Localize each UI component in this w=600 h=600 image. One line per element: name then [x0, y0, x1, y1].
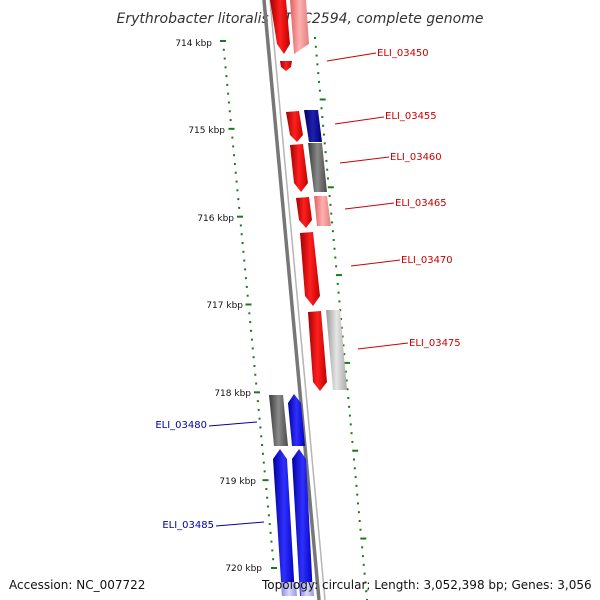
tick-label-720: 720 kbp — [225, 564, 262, 574]
gene-arrow-eli-03455[interactable] — [286, 111, 303, 142]
genome-info-text: Topology: circular; Length: 3,052,398 bp… — [262, 578, 592, 592]
tick-label-714: 714 kbp — [175, 39, 212, 49]
kbp-tick-labels: 714 kbp 715 kbp 716 kbp 717 kbp 718 kbp … — [175, 39, 262, 574]
leader-line-eli-03460 — [339, 156, 390, 164]
leader-line-eli-03480 — [208, 421, 258, 427]
gene-features — [269, 0, 347, 596]
tick-label-718: 718 kbp — [214, 389, 251, 399]
tick-label-719: 719 kbp — [219, 477, 256, 487]
gene-fade-eli-03485 — [281, 582, 297, 596]
leader-line-eli-03470 — [350, 259, 401, 267]
gene-label-eli-03450[interactable]: ELI_03450 — [377, 48, 429, 59]
gene-label-eli-03475[interactable]: ELI_03475 — [409, 338, 461, 349]
gene-fragment-red — [280, 61, 292, 71]
tick-label-716: 716 kbp — [197, 214, 234, 224]
tick-label-715: 715 kbp — [188, 126, 225, 136]
gene-fade-eli-03485-second — [300, 582, 314, 596]
gene-label-eli-03460[interactable]: ELI_03460 — [390, 152, 442, 163]
leader-line-eli-03465 — [344, 202, 395, 210]
gene-block-eli-03480-gray — [269, 395, 288, 446]
accession-text: Accession: NC_007722 — [9, 578, 146, 592]
gene-arrow-eli-03480[interactable] — [288, 394, 305, 446]
gene-block-eli-03475-gray — [326, 310, 347, 390]
gene-block-eli-03455-navy — [304, 110, 322, 142]
gene-label-eli-03485[interactable]: ELI_03485 — [162, 520, 214, 531]
gene-arrow-eli-03460[interactable] — [290, 144, 308, 192]
leader-line-eli-03475 — [357, 342, 409, 350]
gene-arrow-eli-03465[interactable] — [296, 197, 312, 228]
gene-arrow-eli-03485-second — [292, 449, 313, 596]
gene-block-eli-03450-pink — [290, 0, 309, 54]
kbp-ruler — [220, 37, 368, 600]
leader-line-eli-03450 — [326, 52, 377, 62]
genome-backbone — [262, 0, 326, 600]
gene-arrow-eli-03470[interactable] — [300, 232, 320, 306]
gene-label-eli-03480[interactable]: ELI_03480 — [155, 420, 207, 431]
gene-label-eli-03470[interactable]: ELI_03470 — [401, 255, 453, 266]
gene-block-eli-03460-gray — [308, 143, 327, 192]
gene-labels: ELI_03450 ELI_03455 ELI_03460 ELI_03465 … — [155, 48, 460, 531]
leader-line-eli-03485 — [215, 521, 265, 527]
gene-arrow-eli-03450[interactable] — [270, 0, 290, 54]
tick-label-717: 717 kbp — [206, 301, 243, 311]
gene-label-eli-03465[interactable]: ELI_03465 — [395, 198, 447, 209]
leader-line-eli-03455 — [334, 116, 385, 125]
gene-label-eli-03455[interactable]: ELI_03455 — [385, 111, 437, 122]
gene-arrow-eli-03475[interactable] — [308, 311, 327, 391]
gene-arrow-eli-03485[interactable] — [273, 449, 295, 596]
gene-block-eli-03465-pink — [314, 196, 331, 226]
